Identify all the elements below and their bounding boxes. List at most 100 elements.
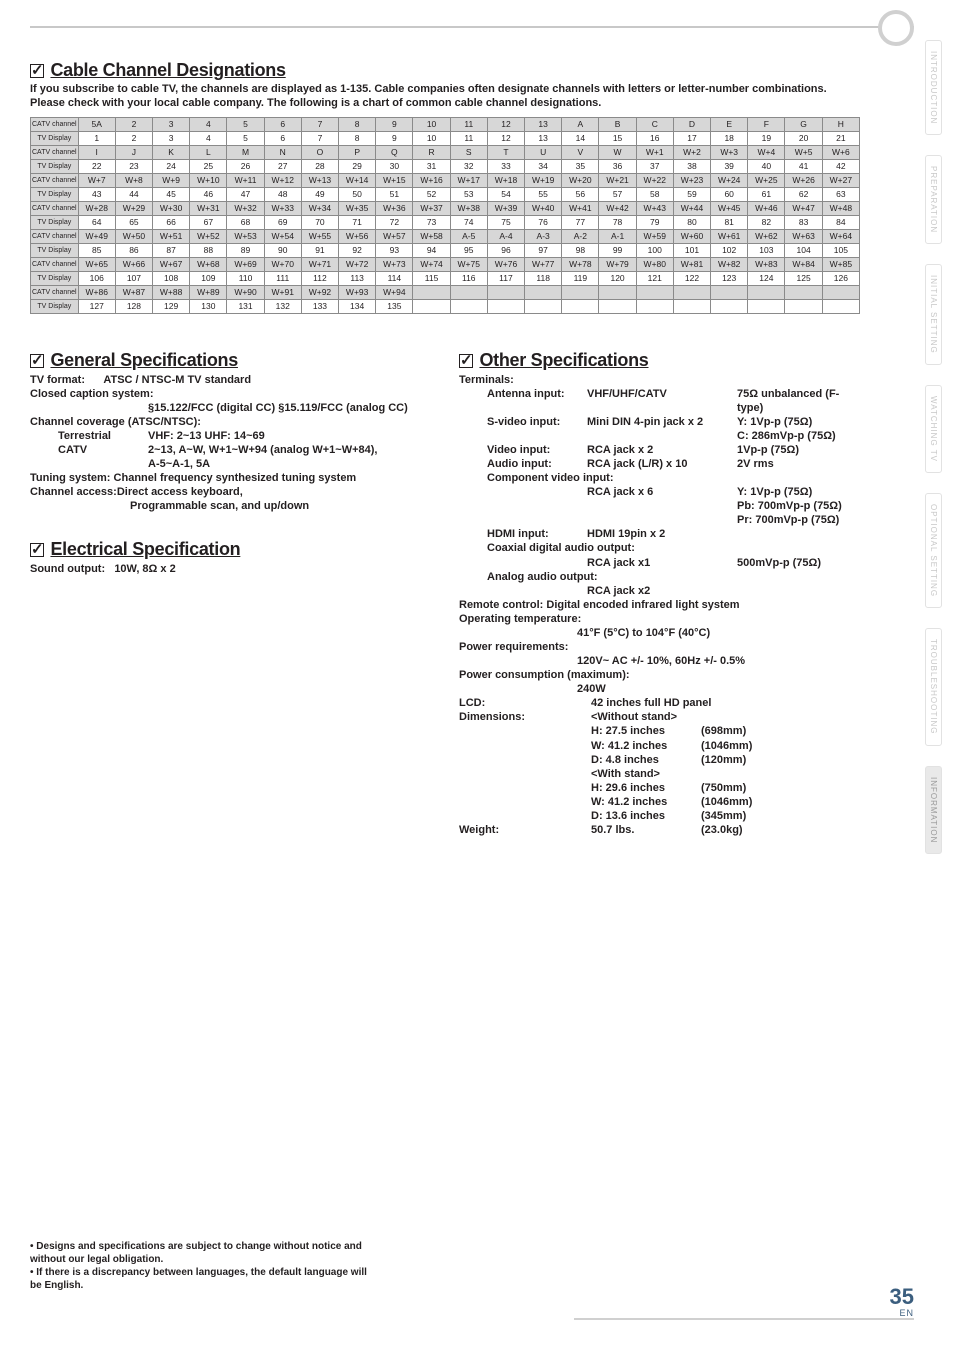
catv-cell: 9	[376, 117, 413, 131]
tv-cell: 89	[227, 243, 264, 257]
catv-label: CATV	[30, 443, 148, 457]
catv-cell: W+40	[525, 201, 562, 215]
catv-cell: W+28	[78, 201, 115, 215]
weight-v: (23.0kg)	[701, 823, 743, 837]
tv-cell: 115	[413, 271, 450, 285]
catv-cell: W+34	[301, 201, 338, 215]
catv-cell: A-2	[562, 229, 599, 243]
tv-cell	[673, 299, 710, 313]
dim-d1-k: D: 4.8 inches	[591, 753, 701, 767]
svideo-v2a: Y: 1Vp-p (75Ω)	[737, 415, 812, 429]
catv-cell: C	[636, 117, 673, 131]
checkbox-icon: ✓	[30, 354, 44, 368]
catv-cell: W+84	[785, 257, 822, 271]
tv-cell: 72	[376, 215, 413, 229]
dim-d2-k: D: 13.6 inches	[591, 809, 701, 823]
tv-format-label: TV format:	[30, 374, 85, 386]
catv-cell: W+72	[339, 257, 376, 271]
other-specs: Terminals: Antenna input:VHF/UHF/CATV75Ω…	[459, 373, 860, 838]
tab-troubleshooting: TROUBLESHOOTING	[925, 628, 942, 745]
catv-cell: W+38	[450, 201, 487, 215]
catv-cell: W+67	[153, 257, 190, 271]
catv-cell: W+90	[227, 285, 264, 299]
catv-cell: W+62	[748, 229, 785, 243]
tv-cell: 8	[339, 131, 376, 145]
tv-cell: 120	[599, 271, 636, 285]
tv-cell: 76	[525, 215, 562, 229]
cable-intro: If you subscribe to cable TV, the channe…	[30, 83, 860, 111]
catv-cell: W+24	[711, 173, 748, 187]
catv-cell: W+93	[339, 285, 376, 299]
terrestrial-label: Terrestrial	[30, 429, 148, 443]
catv-cell	[636, 285, 673, 299]
catv-cell: W+68	[190, 257, 227, 271]
dimensions-label: Dimensions:	[459, 710, 591, 724]
tv-cell: 101	[673, 243, 710, 257]
catv-cell: W+8	[115, 173, 152, 187]
catv-cell: W+63	[785, 229, 822, 243]
tv-cell: 33	[487, 159, 524, 173]
tv-cell: 20	[785, 131, 822, 145]
catv-cell: W+57	[376, 229, 413, 243]
catv-cell: W+46	[748, 201, 785, 215]
chaccess-2: Programmable scan, and up/down	[30, 499, 431, 513]
tv-cell: 107	[115, 271, 152, 285]
hdmi-v1: HDMI 19pin x 2	[587, 527, 737, 541]
catv-cell: W+79	[599, 257, 636, 271]
catv-cell	[562, 285, 599, 299]
dim-without-stand: <Without stand>	[591, 710, 701, 724]
video-v1: RCA jack x 2	[587, 443, 737, 457]
tab-optional-setting: OPTIONAL SETTING	[925, 493, 942, 608]
footer-line-1: • Designs and specifications are subject…	[30, 1240, 367, 1253]
coverage-label: Channel coverage (ATSC/NTSC):	[30, 415, 431, 429]
catv-cell: 8	[339, 117, 376, 131]
tv-cell: 94	[413, 243, 450, 257]
hdmi-k: HDMI input:	[487, 527, 587, 541]
catv-cell: W+26	[785, 173, 822, 187]
catv-cell: W+25	[748, 173, 785, 187]
tab-initial-setting: INITIAL SETTING	[925, 264, 942, 365]
catv-cell: P	[339, 145, 376, 159]
tv-cell: 32	[450, 159, 487, 173]
tv-cell: 59	[673, 187, 710, 201]
tv-cell: 22	[78, 159, 115, 173]
catv-cell: W+9	[153, 173, 190, 187]
catv-cell: 6	[264, 117, 301, 131]
catv-cell: W+70	[264, 257, 301, 271]
catv-cell: W+31	[190, 201, 227, 215]
tv-cell: 15	[599, 131, 636, 145]
tv-cell: 54	[487, 187, 524, 201]
tv-cell: 46	[190, 187, 227, 201]
catv-cell: W+92	[301, 285, 338, 299]
tv-format: ATSC / NTSC-M TV standard	[103, 374, 251, 386]
dim-h2-k: H: 29.6 inches	[591, 781, 701, 795]
catv-cell: W+36	[376, 201, 413, 215]
tv-cell: 43	[78, 187, 115, 201]
catv-cell: W+60	[673, 229, 710, 243]
catv-cell: R	[413, 145, 450, 159]
catv-cell: T	[487, 145, 524, 159]
catv-cell: W+61	[711, 229, 748, 243]
tv-row-label: TV Display	[31, 243, 79, 257]
catv-cell: O	[301, 145, 338, 159]
header-accent-circle	[878, 10, 914, 46]
tv-cell: 130	[190, 299, 227, 313]
tv-cell: 64	[78, 215, 115, 229]
electrical-title: Electrical Specification	[50, 539, 240, 560]
left-column: ✓ General Specifications TV format: ATSC…	[30, 350, 431, 838]
chaccess-label: Channel access:	[30, 486, 117, 498]
catv-cell: W+1	[636, 145, 673, 159]
catv-cell: W+22	[636, 173, 673, 187]
coax-v1: RCA jack x1	[587, 556, 737, 570]
tv-cell: 63	[822, 187, 859, 201]
tv-cell: 13	[525, 131, 562, 145]
sound-value: 10W, 8Ω x 2	[114, 563, 175, 575]
tv-cell: 100	[636, 243, 673, 257]
tv-cell: 39	[711, 159, 748, 173]
tab-preparation: PREPARATION	[925, 155, 942, 244]
dim-h2-v: (750mm)	[701, 781, 746, 795]
tv-cell: 11	[450, 131, 487, 145]
dim-h1-k: H: 27.5 inches	[591, 724, 701, 738]
tv-row-label: TV Display	[31, 215, 79, 229]
tv-cell: 58	[636, 187, 673, 201]
